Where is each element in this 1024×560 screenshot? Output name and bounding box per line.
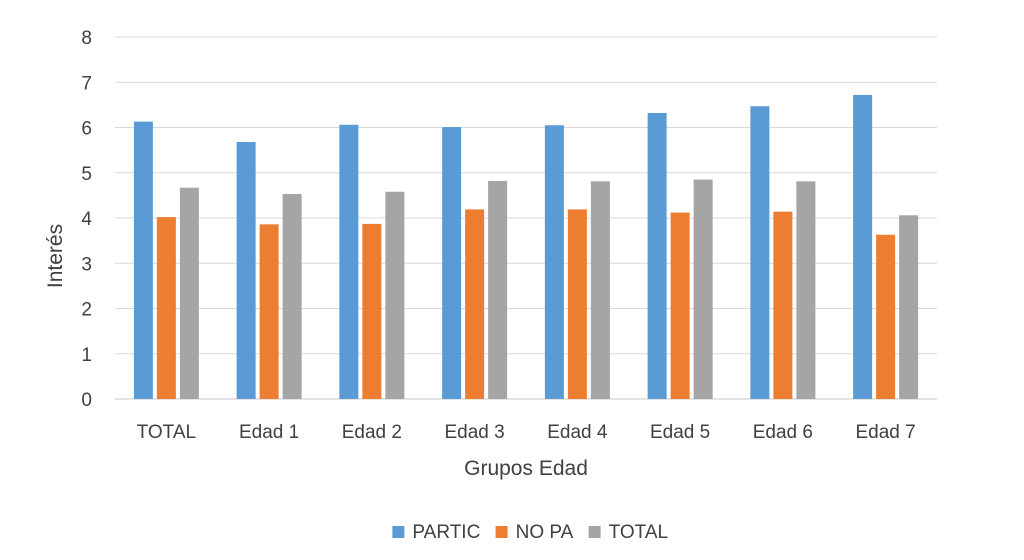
x-tick-label: Edad 1 bbox=[239, 422, 299, 443]
y-axis-title: Interés bbox=[44, 224, 67, 288]
bar bbox=[156, 217, 176, 399]
bar bbox=[259, 224, 279, 399]
x-tick-label: Edad 5 bbox=[650, 422, 710, 443]
y-tick-label: 2 bbox=[81, 300, 92, 321]
legend-label: PARTIC bbox=[412, 522, 480, 543]
bar bbox=[544, 125, 564, 400]
y-tick-label: 1 bbox=[81, 345, 92, 366]
y-tick-label: 7 bbox=[81, 73, 92, 94]
y-tick-label: 5 bbox=[81, 164, 92, 185]
bar bbox=[853, 94, 873, 400]
x-tick-label: Edad 6 bbox=[753, 422, 813, 443]
bar bbox=[876, 234, 896, 399]
bar bbox=[442, 127, 462, 400]
bar bbox=[179, 187, 199, 399]
legend-swatch bbox=[392, 526, 405, 538]
legend-label: NO PA bbox=[516, 522, 574, 543]
x-tick-label: Edad 2 bbox=[342, 422, 402, 443]
bar bbox=[488, 180, 508, 399]
legend-swatch bbox=[588, 526, 601, 538]
bar bbox=[567, 209, 587, 399]
x-tick-label: Edad 7 bbox=[856, 422, 916, 443]
y-tick-label: 6 bbox=[81, 119, 92, 140]
y-axis-ticks: 0 1 2 3 4 5 6 7 8 bbox=[81, 28, 92, 411]
bar bbox=[647, 113, 667, 400]
bar bbox=[362, 223, 382, 399]
y-tick-label: 8 bbox=[81, 28, 92, 49]
bar bbox=[796, 181, 816, 399]
bar bbox=[339, 124, 359, 399]
x-axis-ticks: TOTAL Edad 1 Edad 2 Edad 3 Edad 4 Edad 5 Edad … bbox=[137, 422, 916, 443]
bar bbox=[670, 212, 690, 399]
x-tick-label: TOTAL bbox=[137, 422, 196, 443]
x-axis-title: Grupos Edad bbox=[464, 457, 588, 480]
bar bbox=[465, 209, 485, 399]
legend-swatch bbox=[495, 526, 508, 538]
bars bbox=[133, 94, 919, 400]
legend-label: TOTAL bbox=[609, 522, 668, 543]
bar bbox=[693, 179, 713, 399]
bar bbox=[750, 106, 770, 400]
legend: PARTIC NO PA TOTAL bbox=[392, 522, 668, 543]
y-tick-label: 0 bbox=[81, 390, 92, 411]
x-tick-label: Edad 4 bbox=[547, 422, 608, 443]
bar bbox=[899, 215, 919, 399]
y-tick-label: 4 bbox=[81, 209, 92, 230]
bar bbox=[236, 141, 256, 400]
bar bbox=[590, 181, 610, 399]
x-tick-label: Edad 3 bbox=[445, 422, 505, 443]
bar bbox=[282, 194, 302, 399]
bar bbox=[385, 191, 405, 399]
bar bbox=[133, 121, 153, 400]
y-tick-label: 3 bbox=[81, 254, 92, 275]
bar bbox=[773, 211, 793, 399]
